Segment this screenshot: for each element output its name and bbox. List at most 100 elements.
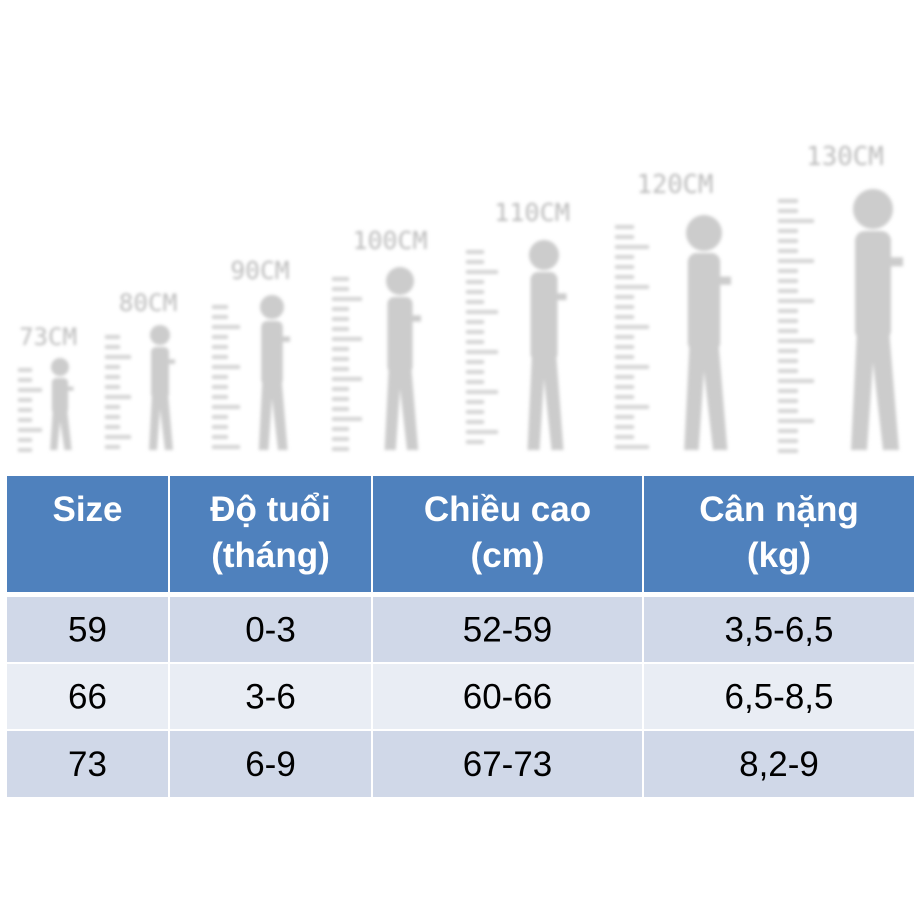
ruler-mark xyxy=(615,365,634,369)
ruler-mark xyxy=(332,347,349,351)
ruler-mark xyxy=(615,435,634,439)
cell-text: 0-3 xyxy=(245,611,296,650)
ruler-mark xyxy=(778,239,798,243)
ruler-mark xyxy=(18,388,32,392)
ruler-mark xyxy=(615,245,634,249)
ruler-mark xyxy=(480,310,498,314)
ruler-mark xyxy=(105,445,120,449)
ruler-mark xyxy=(778,439,798,443)
ruler-mark xyxy=(212,435,228,439)
cell xyxy=(7,597,168,662)
ruler-mark xyxy=(480,350,498,354)
ruler-mark xyxy=(212,335,228,339)
ruler-mark xyxy=(615,295,634,299)
arm xyxy=(553,293,567,301)
height-label: 120CM xyxy=(637,170,714,200)
cell-text: 3-6 xyxy=(245,678,296,717)
ruler-mark xyxy=(466,380,484,384)
ruler-mark xyxy=(212,345,228,349)
ruler-mark xyxy=(18,418,32,422)
cell xyxy=(7,731,168,797)
ruler-mark xyxy=(332,447,349,451)
ruler-mark xyxy=(466,360,484,364)
body xyxy=(530,272,558,361)
ruler-mark xyxy=(615,355,634,359)
ruler-mark xyxy=(332,377,349,381)
header-cell xyxy=(644,476,914,592)
ruler-mark xyxy=(615,305,634,309)
ruler-mark xyxy=(212,445,228,449)
header-text: (tháng) xyxy=(211,536,330,575)
ruler-mark xyxy=(778,409,798,413)
arm xyxy=(65,386,74,391)
height-label: 110CM xyxy=(494,198,570,227)
ruler-mark xyxy=(332,437,349,441)
ruler-mark xyxy=(105,415,120,419)
legs xyxy=(851,329,899,450)
ruler-mark xyxy=(778,349,798,353)
ruler-mark xyxy=(778,319,798,323)
ruler-mark xyxy=(332,397,349,401)
ruler-mark xyxy=(778,299,798,303)
legs xyxy=(384,365,419,450)
ruler-mark xyxy=(332,297,349,301)
ruler-mark xyxy=(212,325,228,329)
ruler-mark xyxy=(332,387,349,391)
ruler-mark xyxy=(212,425,228,429)
ruler-mark xyxy=(18,398,32,402)
ruler-mark xyxy=(332,367,349,371)
ruler-mark xyxy=(332,417,349,421)
ruler-mark xyxy=(792,419,814,423)
header-cell xyxy=(373,476,642,592)
ruler-mark xyxy=(18,438,32,442)
ruler-mark xyxy=(615,405,634,409)
ruler-mark xyxy=(466,420,484,424)
ruler-mark xyxy=(332,277,349,281)
ruler-mark xyxy=(32,388,42,392)
ruler-mark xyxy=(792,259,814,263)
ruler-mark xyxy=(18,448,32,452)
ruler-mark xyxy=(346,417,362,421)
ruler-mark xyxy=(778,219,798,223)
ruler-mark xyxy=(18,378,32,382)
cell xyxy=(7,664,168,729)
ruler-mark xyxy=(212,305,228,309)
ruler-mark xyxy=(466,300,484,304)
ruler-mark xyxy=(778,289,798,293)
header-text: Chiều cao xyxy=(424,490,591,529)
ruler-mark xyxy=(778,259,798,263)
legs xyxy=(684,341,728,450)
body xyxy=(855,231,891,341)
ruler-mark xyxy=(212,315,228,319)
ruler-mark xyxy=(332,287,349,291)
ruler-mark xyxy=(18,428,32,432)
ruler-mark xyxy=(332,357,349,361)
ruler-mark xyxy=(778,399,798,403)
ruler-mark xyxy=(466,250,484,254)
header-cell xyxy=(170,476,371,592)
cell-text: 6-9 xyxy=(245,745,296,784)
legs xyxy=(258,379,288,450)
ruler-mark xyxy=(332,407,349,411)
ruler-mark xyxy=(778,229,798,233)
body xyxy=(51,378,69,414)
ruler-mark xyxy=(615,325,634,329)
ruler-mark xyxy=(466,410,484,414)
ruler-mark xyxy=(778,389,798,393)
header-text: Độ tuổi xyxy=(210,490,331,529)
header-text: (kg) xyxy=(747,536,811,575)
ruler-mark xyxy=(119,395,131,399)
ruler-mark xyxy=(792,219,814,223)
ruler-mark xyxy=(332,337,349,341)
arm xyxy=(166,359,175,364)
ruler-mark xyxy=(32,428,42,432)
ruler-mark xyxy=(105,435,120,439)
body xyxy=(687,253,721,352)
head xyxy=(853,189,893,229)
ruler-mark xyxy=(615,275,634,279)
ruler-mark xyxy=(792,299,814,303)
ruler-mark xyxy=(466,260,484,264)
ruler-mark xyxy=(212,355,228,359)
ruler-mark xyxy=(615,265,634,269)
header-text: (cm) xyxy=(471,536,545,575)
